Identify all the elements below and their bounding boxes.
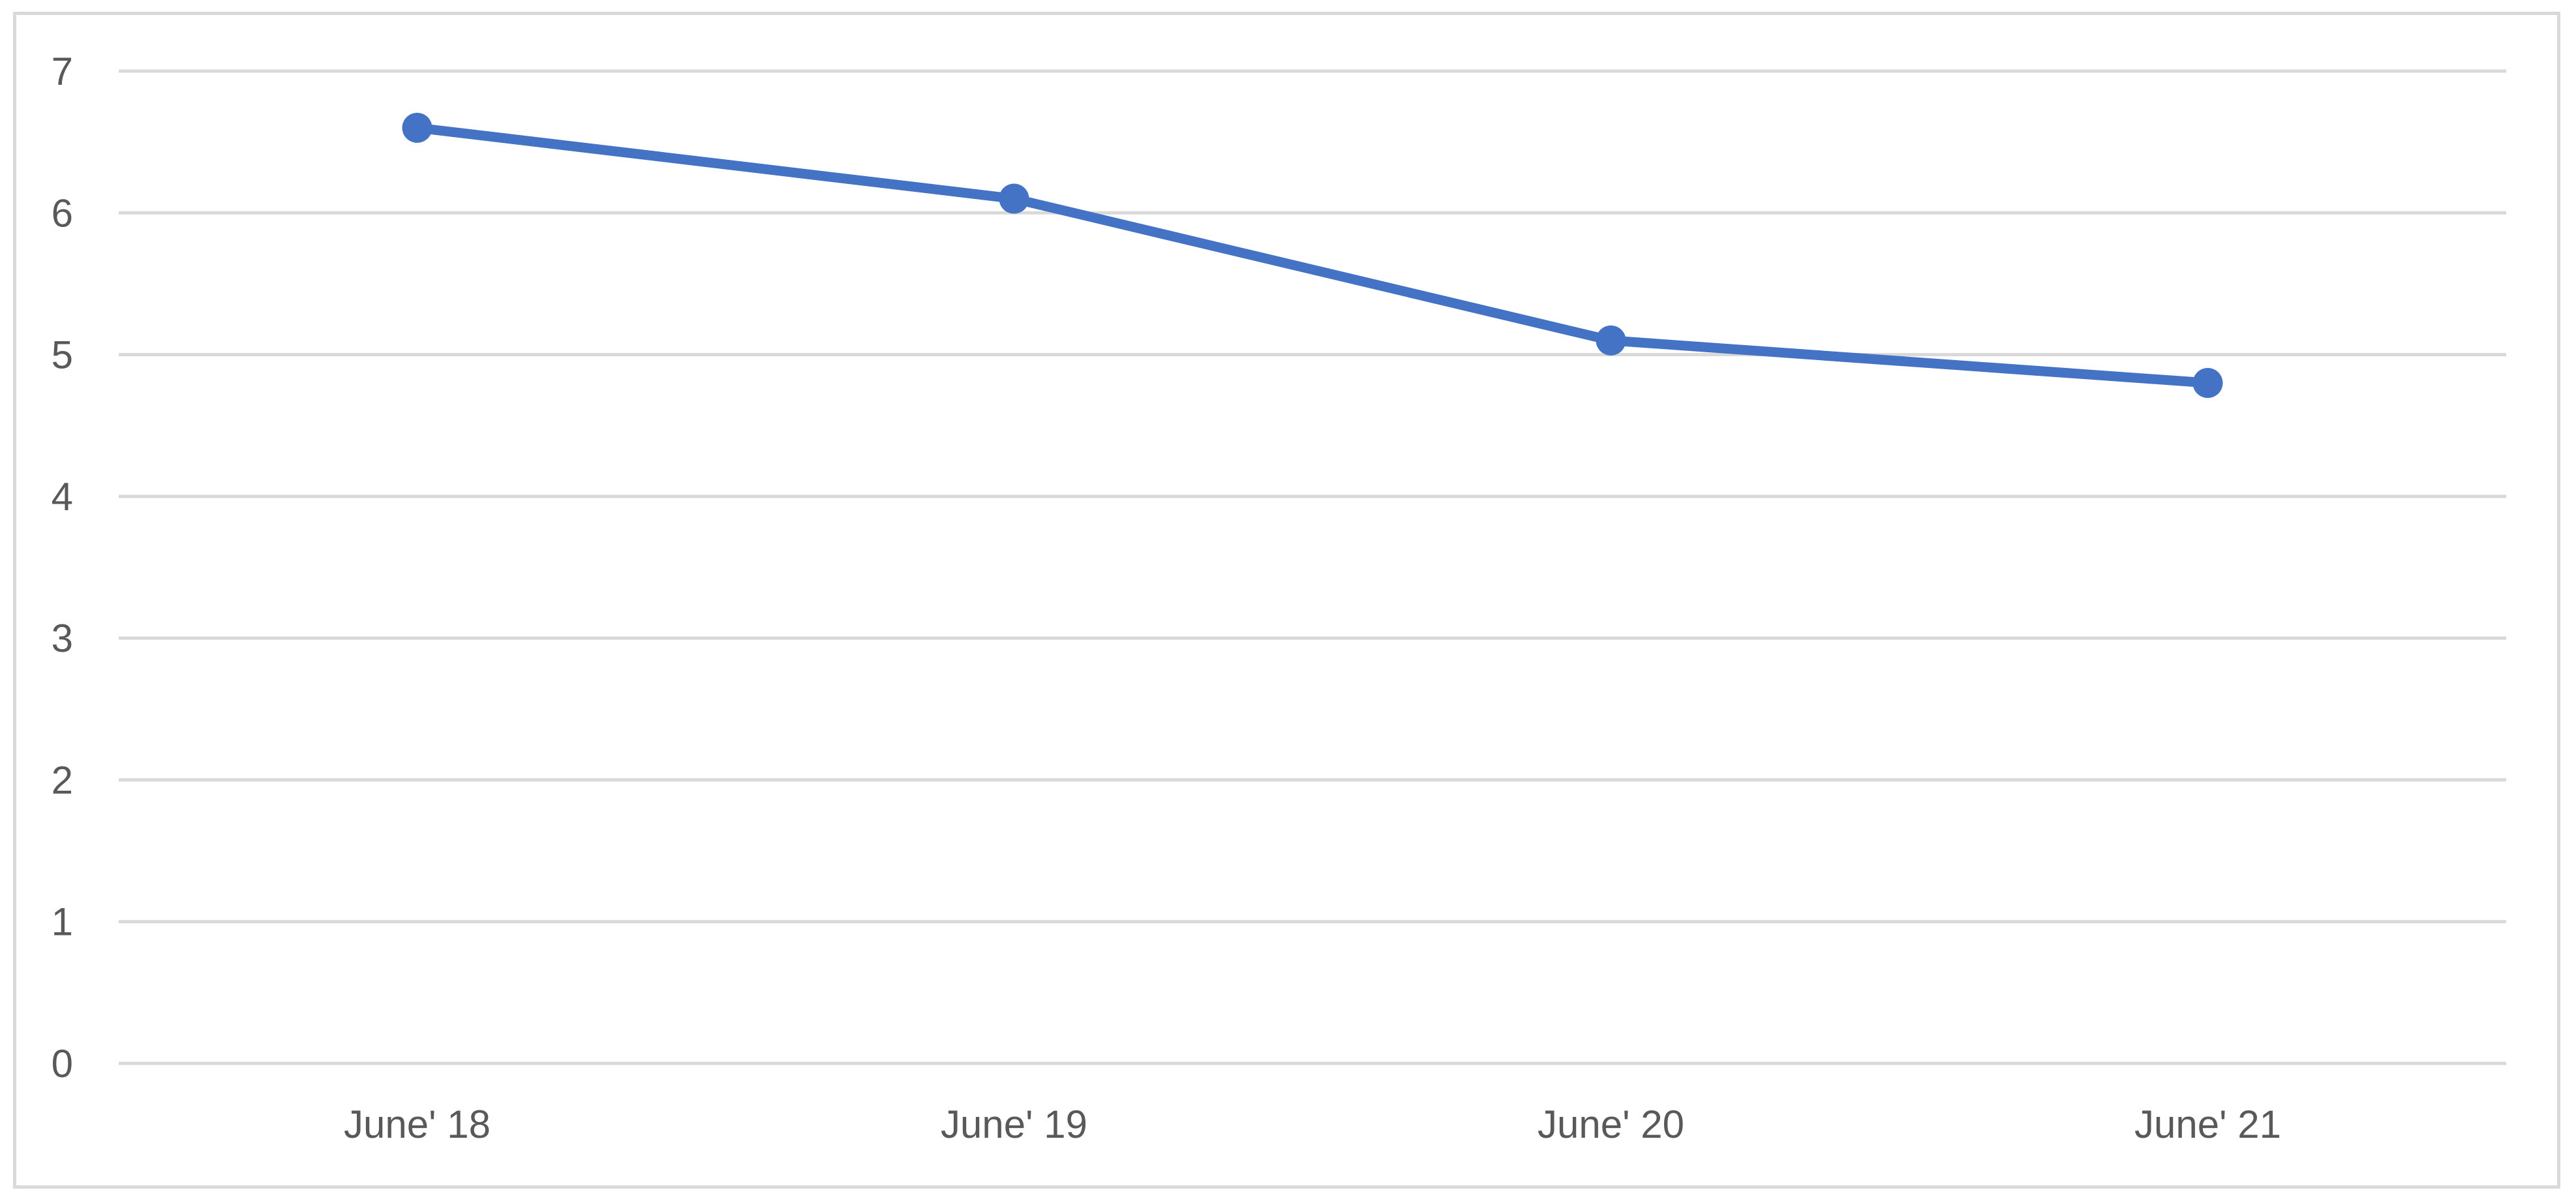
x-tick-label: June' 20: [1538, 1103, 1684, 1146]
x-tick-label: June' 21: [2134, 1103, 2281, 1146]
gridlines: [119, 69, 2506, 1065]
y-tick-label: 3: [52, 617, 73, 660]
data-point: [999, 183, 1029, 214]
series-line: [412, 123, 2213, 388]
y-tick-label: 4: [52, 475, 73, 519]
y-tick-label: 5: [52, 333, 73, 377]
x-tick-label: June' 19: [941, 1103, 1087, 1146]
data-point: [402, 112, 432, 143]
y-tick-label: 0: [52, 1042, 73, 1086]
y-axis-tick-labels: 0 1 2 3 4 5 6 7: [52, 50, 73, 1086]
series-layer: [402, 112, 2223, 399]
chart-frame: [13, 12, 2560, 1189]
data-point: [2192, 368, 2223, 399]
x-tick-label: June' 18: [344, 1103, 491, 1146]
y-tick-label: 7: [52, 50, 73, 93]
y-tick-label: 1: [52, 900, 73, 944]
y-tick-label: 2: [52, 758, 73, 802]
data-point: [1596, 325, 1626, 356]
x-axis-tick-labels: June' 18 June' 19 June' 20 June' 21: [344, 1103, 2281, 1146]
y-tick-label: 6: [52, 191, 73, 235]
